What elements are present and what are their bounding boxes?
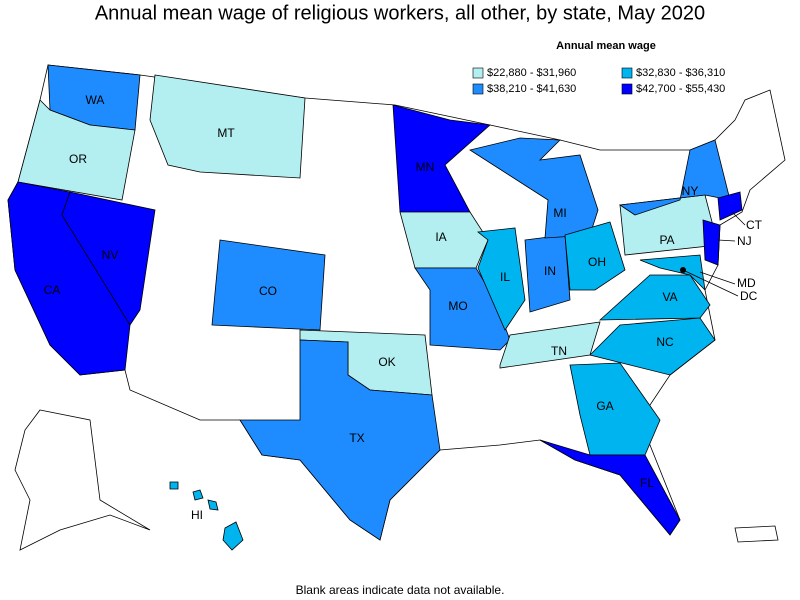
title: Annual mean wage of religious workers, a… <box>95 2 705 24</box>
legend-swatch <box>472 83 484 95</box>
legend-title: Annual mean wage <box>556 40 656 52</box>
state: MN <box>392 104 491 213</box>
state-shape <box>192 489 204 501</box>
legend-label: $32,830 - $36,310 <box>636 67 725 79</box>
state-shape <box>639 254 706 292</box>
state-label: TX <box>349 431 364 445</box>
state-label: MO <box>448 299 467 313</box>
puerto-rico <box>734 525 779 543</box>
state-shape <box>414 267 511 351</box>
state-label: MT <box>217 126 235 140</box>
state-label: NC <box>656 335 674 349</box>
state: CO <box>211 239 326 331</box>
state: IA <box>399 211 489 269</box>
state-shape <box>476 227 526 331</box>
state: NC <box>589 317 716 376</box>
state-shape <box>239 339 441 541</box>
state-label: CO <box>259 284 277 298</box>
state-label: OH <box>588 255 606 269</box>
state-label: FL <box>640 476 654 490</box>
state: CT <box>717 191 763 232</box>
legend: $22,880 - $31,960 $32,830 - $36,310 $38,21… <box>472 67 725 95</box>
leader-line <box>699 271 736 285</box>
state-label: NY <box>682 184 699 198</box>
state-shape <box>169 481 179 490</box>
leader-line <box>717 239 736 242</box>
state: DC <box>680 267 758 303</box>
state-label: DC <box>740 289 758 303</box>
state-shape <box>468 137 599 239</box>
legend-swatch <box>621 67 633 79</box>
state-label: PA <box>659 233 674 247</box>
state-label: CT <box>746 218 763 232</box>
state: MD <box>639 254 756 292</box>
state-shape <box>702 219 721 266</box>
state-label: WA <box>86 93 105 107</box>
state: MI <box>468 137 599 239</box>
state-shape <box>211 239 326 331</box>
state: NY <box>618 139 731 216</box>
state-label: IL <box>500 270 510 284</box>
legend-label: $38,210 - $41,630 <box>487 83 576 95</box>
state: IL <box>476 227 526 331</box>
legend-label: $42,700 - $55,430 <box>636 83 725 95</box>
state: FL <box>539 439 681 536</box>
state-shape <box>222 521 244 551</box>
state-shape <box>539 439 681 536</box>
state: MT <box>149 74 306 179</box>
state: IN <box>524 234 571 313</box>
state-label: HI <box>191 508 203 522</box>
state-shape <box>618 139 731 216</box>
leader-line <box>682 269 739 297</box>
state-label: NJ <box>737 234 752 248</box>
state-shape <box>399 211 489 269</box>
state: NV <box>61 191 156 326</box>
state: NJ <box>702 219 752 266</box>
state-shape <box>717 191 743 221</box>
legend-label: $22,880 - $31,960 <box>487 67 576 79</box>
state-shape <box>207 499 219 511</box>
state-label: MN <box>416 160 435 174</box>
state: OH <box>564 221 626 291</box>
leader-line <box>731 211 746 226</box>
state: VA <box>598 274 711 321</box>
state: HI <box>169 481 244 551</box>
state: MO <box>414 267 511 351</box>
legend-swatch <box>472 67 484 79</box>
state-shape <box>499 321 601 369</box>
state-shape <box>589 317 716 376</box>
state-label: VA <box>662 290 677 304</box>
state: TX <box>239 339 441 541</box>
legend-swatch <box>621 83 633 95</box>
state-shape <box>61 191 156 326</box>
state-shape <box>149 74 306 179</box>
alaska <box>14 409 151 551</box>
state-label: OK <box>378 355 395 369</box>
state-label: TN <box>551 344 567 358</box>
state-label: OR <box>69 152 87 166</box>
state-label: NV <box>102 248 119 262</box>
state: TN <box>499 321 601 369</box>
state-shape <box>564 221 626 291</box>
state-label: MI <box>553 206 566 220</box>
state-label: MD <box>737 276 756 290</box>
state-label: IN <box>544 264 556 278</box>
state-label: GA <box>596 399 613 413</box>
state-label: CA <box>44 283 61 297</box>
state-label: IA <box>435 230 446 244</box>
footnote: Blank areas indicate data not available. <box>296 583 505 597</box>
state-shape <box>598 274 711 321</box>
